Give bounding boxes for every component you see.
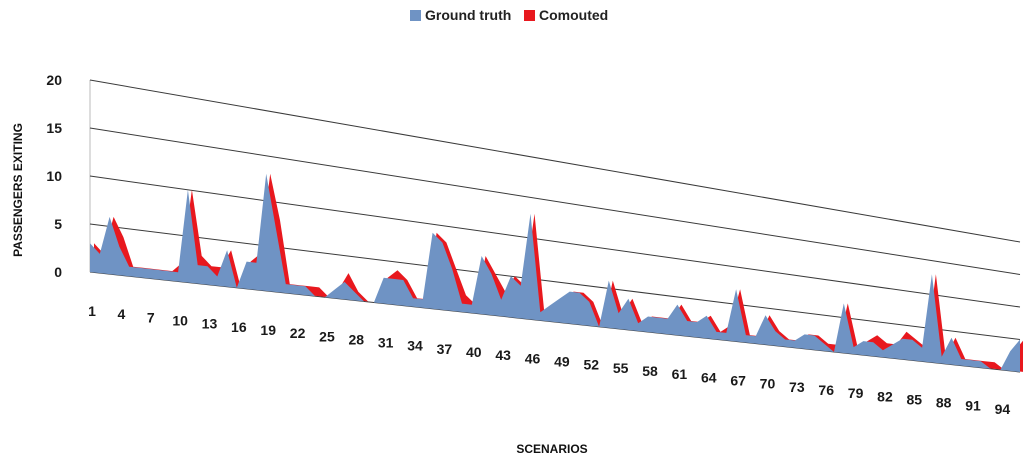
gridlines — [89, 79, 1021, 373]
x-tick-label: 76 — [818, 382, 834, 398]
x-tick-label: 10 — [172, 312, 188, 328]
x-tick-label: 25 — [319, 328, 335, 344]
legend-label-ground-truth: Ground truth — [425, 7, 511, 23]
gridline-5 — [89, 223, 1021, 340]
x-tick-label: 79 — [848, 385, 864, 401]
x-tick-label: 7 — [147, 309, 155, 325]
y-axis-ticks: 0 5 10 15 20 — [46, 72, 62, 280]
x-tick-label: 28 — [349, 331, 365, 347]
x-tick-label: 40 — [466, 344, 482, 360]
x-tick-label: 94 — [995, 401, 1011, 417]
x-tick-label: 82 — [877, 388, 893, 404]
x-tick-label: 55 — [613, 360, 629, 376]
gridline-15 — [89, 127, 1021, 275]
x-tick-label: 49 — [554, 354, 570, 370]
x-tick-label: 67 — [730, 372, 746, 388]
x-tick-label: 43 — [495, 347, 511, 363]
legend-swatch-computed — [524, 10, 535, 21]
y-tick-label: 10 — [46, 168, 62, 184]
x-tick-label: 37 — [437, 341, 453, 357]
gridline-20 — [89, 79, 1021, 243]
x-tick-label: 34 — [407, 338, 423, 354]
y-tick-label: 20 — [46, 72, 62, 88]
legend-label-computed: Comouted — [539, 7, 608, 23]
series-area-computed — [94, 173, 1023, 372]
x-tick-label: 61 — [672, 366, 688, 382]
series-areas — [90, 173, 1023, 372]
x-tick-label: 70 — [760, 376, 776, 392]
x-tick-label: 19 — [260, 322, 276, 338]
x-axis-title: SCENARIOS — [516, 442, 587, 456]
x-tick-label: 16 — [231, 319, 247, 335]
x-tick-label: 52 — [583, 357, 599, 373]
y-tick-label: 5 — [54, 216, 62, 232]
y-tick-label: 0 — [54, 264, 62, 280]
x-tick-label: 73 — [789, 379, 805, 395]
y-axis-title: PASSENGERS EXITING — [11, 123, 25, 257]
x-tick-label: 1 — [88, 303, 96, 319]
legend: Ground truth Comouted — [410, 7, 608, 23]
gridline-10 — [89, 175, 1021, 308]
series-area-ground-truth — [90, 173, 1020, 372]
x-tick-label: 13 — [202, 316, 218, 332]
x-tick-label: 85 — [907, 391, 923, 407]
x-tick-label: 4 — [117, 306, 125, 322]
legend-swatch-ground-truth — [410, 10, 421, 21]
x-tick-label: 31 — [378, 335, 394, 351]
x-tick-label: 46 — [525, 350, 541, 366]
x-tick-label: 58 — [642, 363, 658, 379]
x-tick-label: 64 — [701, 369, 717, 385]
x-tick-label: 88 — [936, 395, 952, 411]
y-tick-label: 15 — [46, 120, 62, 136]
x-tick-label: 22 — [290, 325, 306, 341]
x-tick-label: 91 — [965, 398, 981, 414]
x-axis-ticks: 1 4 7 10 13 16 19 22 25 28 31 34 37 40 43 46 49 52 55 58 61 6… — [88, 303, 1010, 417]
